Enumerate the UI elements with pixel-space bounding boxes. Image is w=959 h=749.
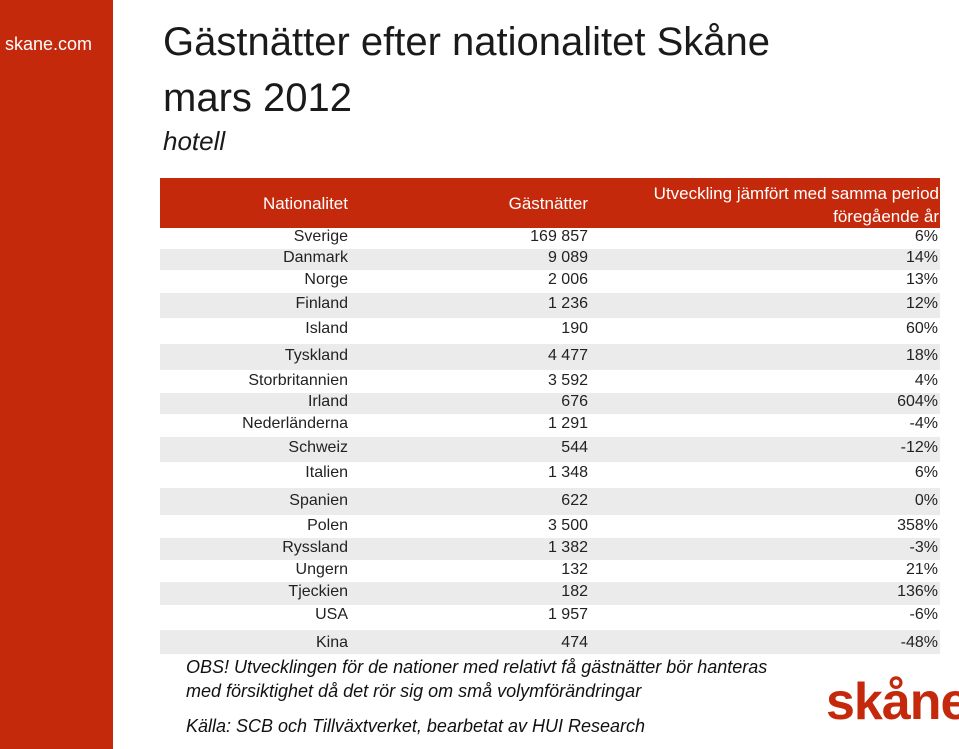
table-row bbox=[160, 248, 940, 270]
table-row bbox=[160, 461, 940, 488]
table-row bbox=[160, 604, 940, 630]
change: -12% bbox=[900, 439, 938, 456]
nationality: Italien bbox=[305, 464, 348, 481]
guest-nights: 474 bbox=[561, 634, 588, 651]
table-row bbox=[160, 293, 940, 318]
table-row bbox=[160, 488, 940, 515]
site-name: skane.com bbox=[5, 34, 93, 54]
change: 14% bbox=[905, 249, 938, 266]
nationality: Spanien bbox=[289, 492, 348, 509]
guest-nights: 676 bbox=[561, 393, 588, 410]
nationality: Polen bbox=[307, 517, 348, 534]
change: -4% bbox=[909, 415, 938, 432]
sidebar bbox=[0, 0, 113, 749]
change: 60% bbox=[905, 320, 938, 337]
change: 604% bbox=[897, 393, 938, 410]
change: -6% bbox=[909, 606, 938, 623]
table-row bbox=[160, 582, 940, 605]
change: 4% bbox=[914, 372, 938, 389]
nationality: USA bbox=[315, 606, 348, 623]
table-row bbox=[160, 630, 940, 654]
column-header: Gästnätter bbox=[508, 194, 588, 213]
change: 18% bbox=[905, 347, 938, 364]
table-row bbox=[160, 538, 940, 560]
table-row bbox=[160, 514, 940, 538]
source: Källa: SCB och Tillväxtverket, bearbetat… bbox=[186, 716, 646, 736]
guest-nights: 4 477 bbox=[547, 347, 588, 364]
guest-nights: 190 bbox=[561, 320, 588, 337]
title: Gästnätter efter nationalitet Skåne bbox=[163, 20, 771, 64]
guest-nights: 9 089 bbox=[547, 249, 588, 266]
nationality: Nederländerna bbox=[242, 415, 348, 432]
nationality: Storbritannien bbox=[248, 372, 348, 389]
table-row bbox=[160, 392, 940, 414]
change: 6% bbox=[914, 464, 938, 481]
table-row bbox=[160, 560, 940, 582]
change: 21% bbox=[905, 561, 938, 578]
column-header: Nationalitet bbox=[262, 194, 348, 213]
nationality: Tjeckien bbox=[288, 583, 348, 600]
nationality: Schweiz bbox=[288, 439, 348, 456]
nationality: Island bbox=[305, 320, 348, 337]
note: med försiktighet då det rör sig om små v… bbox=[186, 681, 642, 701]
table-row bbox=[160, 317, 940, 344]
guest-nights: 622 bbox=[561, 492, 588, 509]
column-header: Utveckling jämfört med samma period före… bbox=[653, 184, 939, 226]
change: -48% bbox=[900, 634, 938, 651]
guest-nights: 1 348 bbox=[547, 464, 588, 481]
nationality: Kina bbox=[315, 634, 348, 651]
change: -3% bbox=[909, 539, 938, 556]
guest-nights: 169 857 bbox=[530, 228, 588, 245]
table-row bbox=[160, 270, 940, 293]
table-row bbox=[160, 437, 940, 462]
guest-nights: 1 382 bbox=[547, 539, 588, 556]
table-header bbox=[160, 178, 940, 228]
change: 358% bbox=[897, 517, 938, 534]
guest-nights: 132 bbox=[561, 561, 588, 578]
nationality: Ungern bbox=[295, 561, 348, 578]
guest-nights: 544 bbox=[561, 439, 588, 456]
nationality: Sverige bbox=[293, 228, 348, 245]
guest-nights: 1 291 bbox=[547, 415, 588, 432]
guest-nights: 1 957 bbox=[547, 606, 588, 623]
guest-nights: 2 006 bbox=[547, 271, 588, 288]
change: 13% bbox=[905, 271, 938, 288]
nationality: Tyskland bbox=[284, 347, 348, 364]
guest-nights: 3 592 bbox=[547, 372, 588, 389]
nationality: Irland bbox=[307, 393, 348, 410]
logo: skåne bbox=[826, 673, 959, 731]
subtitle: hotell bbox=[163, 126, 226, 156]
nationality: Danmark bbox=[283, 249, 348, 266]
change: 136% bbox=[897, 583, 938, 600]
change: 6% bbox=[914, 228, 938, 245]
table-row bbox=[160, 414, 940, 437]
table-row bbox=[160, 343, 940, 370]
nationality: Norge bbox=[304, 271, 348, 288]
guest-nights: 3 500 bbox=[547, 517, 588, 534]
nationality: Ryssland bbox=[282, 539, 348, 556]
table-row bbox=[160, 369, 940, 393]
guest-nights: 1 236 bbox=[547, 295, 588, 312]
change: 12% bbox=[905, 295, 938, 312]
note: OBS! Utvecklingen för de nationer med re… bbox=[186, 657, 768, 677]
nationality: Finland bbox=[295, 295, 348, 312]
table-row bbox=[160, 229, 940, 249]
title: mars 2012 bbox=[163, 76, 352, 120]
guest-nights: 182 bbox=[561, 583, 588, 600]
change: 0% bbox=[914, 492, 938, 509]
